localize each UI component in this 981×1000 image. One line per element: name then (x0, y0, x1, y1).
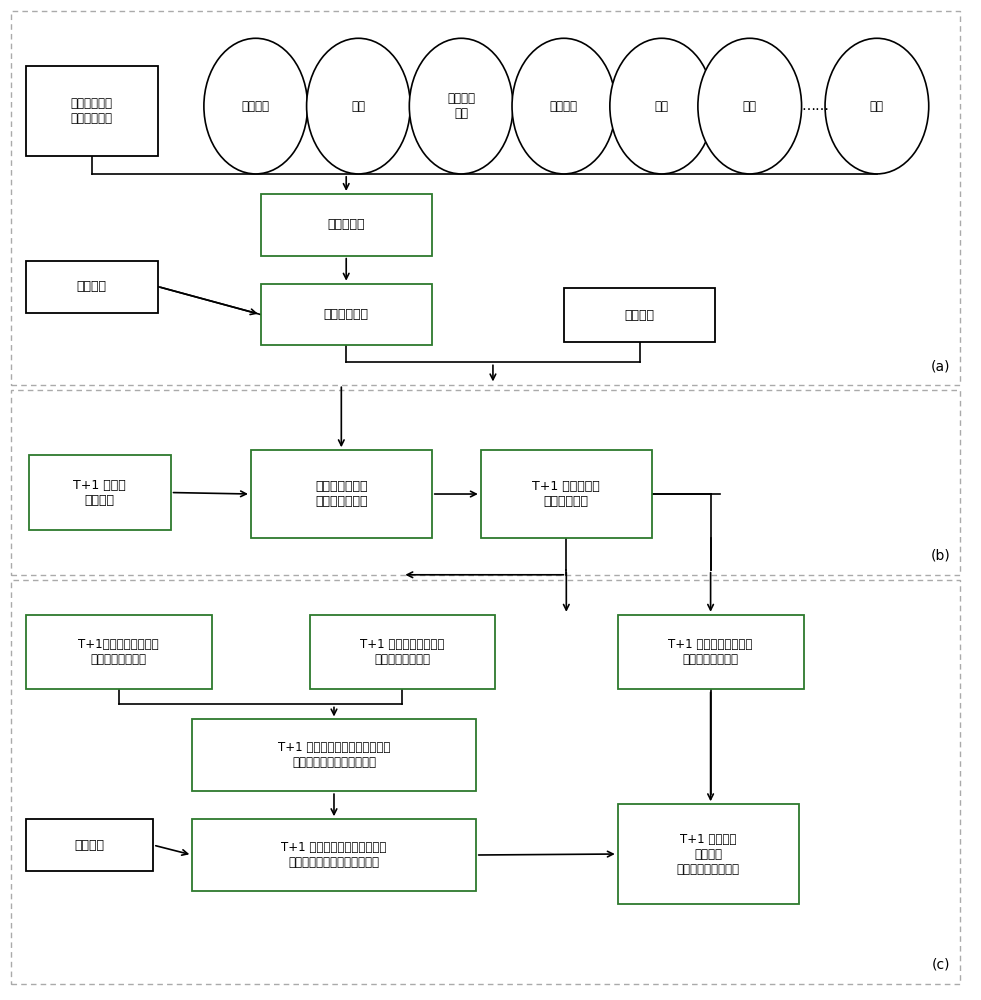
Text: T+1 时刻的
环境因子: T+1 时刻的 环境因子 (74, 479, 127, 507)
Text: T+1 时刻故障
监测站点
空气质量浓度修复値: T+1 时刻故障 监测站点 空气质量浓度修复値 (677, 833, 740, 876)
Text: T+1 时刻故障监测站点
空气质量预测浓度: T+1 时刻故障监测站点 空气质量预测浓度 (668, 638, 752, 666)
FancyBboxPatch shape (28, 455, 171, 530)
Ellipse shape (697, 38, 801, 174)
Text: 神经网络: 神经网络 (625, 309, 654, 322)
FancyBboxPatch shape (26, 819, 153, 871)
FancyBboxPatch shape (564, 288, 715, 342)
FancyBboxPatch shape (481, 450, 652, 538)
Ellipse shape (409, 38, 513, 174)
FancyBboxPatch shape (26, 66, 158, 156)
Text: 监测站点历史
空气质量浓度: 监测站点历史 空气质量浓度 (71, 97, 113, 125)
Text: 地形: 地形 (351, 100, 366, 113)
Text: 共同环境因子: 共同环境因子 (324, 308, 369, 321)
Ellipse shape (307, 38, 410, 174)
FancyBboxPatch shape (26, 615, 212, 689)
FancyBboxPatch shape (618, 615, 803, 689)
Text: T+1时刻正常监测站点
空气质量监测浓度: T+1时刻正常监测站点 空气质量监测浓度 (78, 638, 159, 666)
Text: 气温: 气温 (654, 100, 669, 113)
Text: 神经网络空气质
量浓度预测模型: 神经网络空气质 量浓度预测模型 (315, 480, 368, 508)
FancyBboxPatch shape (261, 194, 432, 256)
Text: 人口密度: 人口密度 (241, 100, 270, 113)
FancyBboxPatch shape (192, 819, 476, 891)
Text: 风向: 风向 (870, 100, 884, 113)
FancyBboxPatch shape (618, 804, 799, 904)
FancyBboxPatch shape (192, 719, 476, 791)
Text: ……: …… (801, 99, 829, 113)
FancyBboxPatch shape (310, 615, 495, 689)
Text: 风速: 风速 (743, 100, 756, 113)
Text: 土地利用
类型: 土地利用 类型 (447, 92, 475, 120)
Ellipse shape (204, 38, 308, 174)
Ellipse shape (825, 38, 929, 174)
Text: T+1 时刻正常监测站点
空气质量预测浓度: T+1 时刻正常监测站点 空气质量预测浓度 (360, 638, 444, 666)
Text: T+1 时刻故障监测站点空气质
量监测浓度与预测浓度的偏差: T+1 时刻故障监测站点空气质 量监测浓度与预测浓度的偏差 (282, 841, 387, 869)
Text: T+1 时刻的空气
质量浓度预测: T+1 时刻的空气 质量浓度预测 (533, 480, 600, 508)
Text: (a): (a) (931, 359, 951, 373)
Text: 交通流量: 交通流量 (550, 100, 578, 113)
Text: 因子筛选: 因子筛选 (77, 280, 107, 293)
Text: 贝叶斯网络: 贝叶斯网络 (328, 218, 365, 231)
Text: 空间插値: 空间插値 (75, 839, 104, 852)
Text: T+1 时刻正常监测站点空气质量
监测浓度与预测浓度的偏差: T+1 时刻正常监测站点空气质量 监测浓度与预测浓度的偏差 (278, 741, 390, 769)
FancyBboxPatch shape (251, 450, 432, 538)
FancyBboxPatch shape (26, 261, 158, 313)
Text: (c): (c) (932, 958, 951, 972)
Text: (b): (b) (931, 549, 951, 563)
FancyBboxPatch shape (261, 284, 432, 345)
Ellipse shape (610, 38, 713, 174)
Ellipse shape (512, 38, 616, 174)
